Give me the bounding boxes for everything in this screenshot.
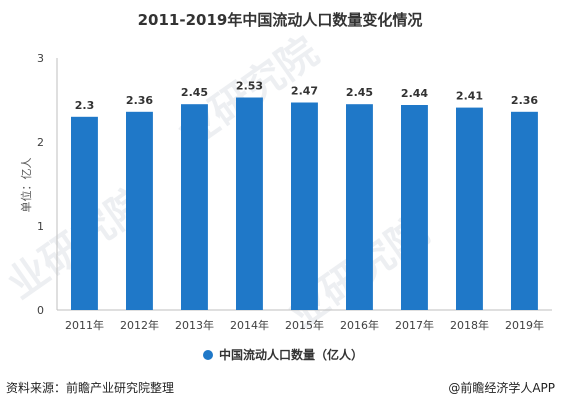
legend-marker <box>203 350 213 360</box>
bar-value-label: 2.44 <box>401 87 428 100</box>
x-tick-label: 2013年 <box>175 318 214 332</box>
bar-value-label: 2.47 <box>291 85 318 98</box>
y-tick-label: 1 <box>37 220 44 233</box>
bar-value-label: 2.45 <box>181 86 208 99</box>
bar-value-label: 2.36 <box>511 94 538 107</box>
bar-value-label: 2.45 <box>346 86 373 99</box>
y-tick-label: 0 <box>37 304 44 317</box>
bar <box>401 105 428 310</box>
x-tick-label: 2014年 <box>230 318 269 332</box>
bar-value-label: 2.3 <box>75 99 95 112</box>
y-tick-label: 2 <box>37 136 44 149</box>
chart-title: 2011-2019年中国流动人口数量变化情况 <box>138 11 423 29</box>
bar-value-label: 2.36 <box>126 94 153 107</box>
data-labels-group: 2.3 2.36 2.45 2.53 2.47 2.45 2.44 2.41 2.36 <box>75 80 539 112</box>
x-tick-label: 2017年 <box>395 318 434 332</box>
brand-note: @前瞻经济学人APP <box>448 380 555 395</box>
x-tick-label: 2011年 <box>65 318 104 332</box>
bar <box>236 97 263 310</box>
bars-group <box>71 97 538 310</box>
bar <box>291 102 318 310</box>
legend: 中国流动人口数量（亿人） <box>203 347 363 362</box>
x-tick-label: 2018年 <box>450 318 489 332</box>
x-tick-label: 2019年 <box>505 318 544 332</box>
x-tick-label: 2015年 <box>285 318 324 332</box>
bar <box>181 104 208 310</box>
bar-value-label: 2.41 <box>456 90 483 103</box>
bar <box>71 116 98 310</box>
bar <box>126 111 153 310</box>
x-tick-label: 2012年 <box>120 318 159 332</box>
x-tick-label: 2016年 <box>340 318 379 332</box>
legend-label: 中国流动人口数量（亿人） <box>219 347 363 362</box>
y-axis-label: 单位：亿人 <box>19 158 33 213</box>
bar <box>456 107 483 310</box>
x-axis-ticks: 2011年 2012年 2013年 2014年 2015年 2016年 2017年 2018年… <box>65 318 544 332</box>
bar-value-label: 2.53 <box>236 80 263 93</box>
source-note: 资料来源：前瞻产业研究院整理 <box>6 380 174 395</box>
bar <box>511 111 538 310</box>
y-tick-label: 3 <box>37 52 44 65</box>
bar <box>346 104 373 310</box>
y-axis-ticks: 0 1 2 3 <box>37 52 44 317</box>
